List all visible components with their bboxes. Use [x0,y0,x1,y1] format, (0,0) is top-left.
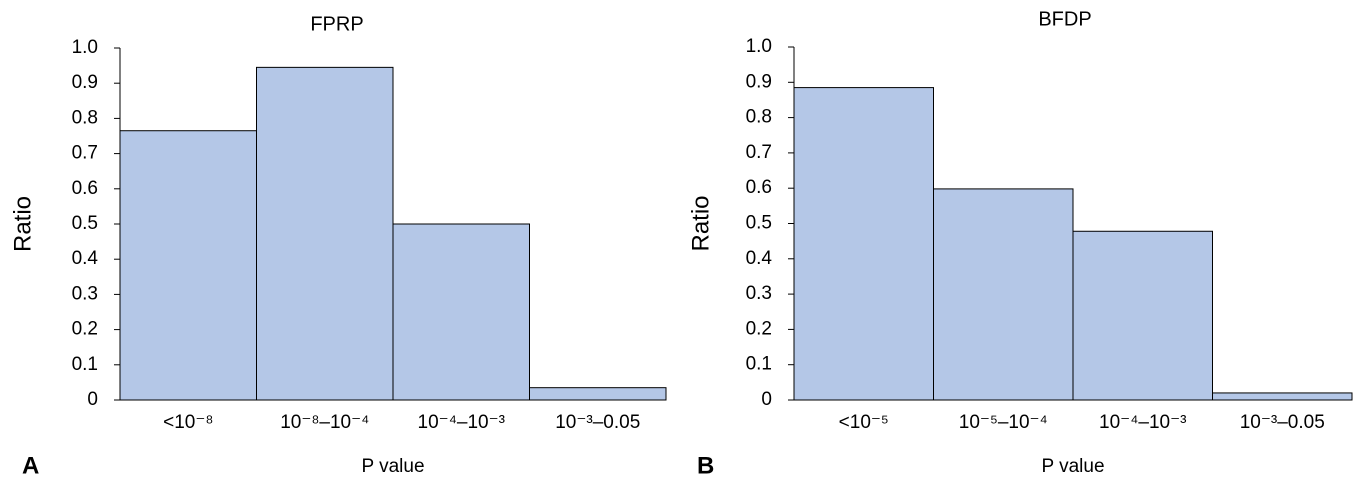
x-tick-label: <10⁻⁸ [163,412,213,433]
y-tick-label: 0 [761,389,772,410]
y-tick-label: 0.4 [746,248,773,269]
y-tick-label: 1.0 [72,37,98,58]
y-tick-label: 0.4 [72,248,99,269]
y-tick-label: 0.1 [746,354,772,375]
y-tick-label: 0.2 [72,319,98,340]
y-tick-label: 0.7 [746,142,772,163]
chart-title: FPRP [310,13,363,35]
x-axis-label: P value [361,456,424,477]
y-tick-label: 0.5 [72,213,98,234]
x-tick-label: 10⁻⁴–10⁻³ [418,412,505,433]
y-tick-label: 0.5 [746,213,772,234]
panel-label: A [22,452,39,479]
y-tick-label: 0.6 [746,177,772,198]
x-tick-label: 10⁻⁸–10⁻⁴ [280,412,369,433]
y-tick-label: 0.8 [746,107,772,128]
bar [529,387,667,401]
y-tick-label: 0.3 [72,283,98,304]
bar [119,130,257,401]
y-tick-label: 0.3 [746,283,772,304]
x-tick-label: 10⁻⁵–10⁻⁴ [959,412,1048,433]
y-axis-label: Ratio [9,196,36,252]
bar [1072,230,1213,401]
x-axis-label: P value [1041,456,1104,477]
y-tick-label: 0.7 [72,143,98,164]
y-tick-label: 0.1 [72,354,98,375]
y-tick-label: 0.2 [746,318,772,339]
bar [933,188,1074,401]
bar [793,87,934,401]
y-tick-label: 0.6 [72,178,98,199]
x-tick-label: 10⁻⁴–10⁻³ [1099,412,1186,433]
x-tick-label: 10⁻³–0.05 [1240,412,1325,433]
y-tick-label: 0 [87,389,98,410]
bar [256,66,394,401]
y-tick-label: 1.0 [746,36,772,57]
x-tick-label: 10⁻³–0.05 [555,412,640,433]
chart-title: BFDP [1038,8,1091,30]
bar [392,223,530,401]
x-tick-label: <10⁻⁵ [839,412,889,433]
y-tick-label: 0.9 [72,72,98,93]
y-axis-label: Ratio [687,195,714,251]
y-tick-label: 0.9 [746,71,772,92]
bar [1212,392,1353,401]
y-tick-label: 0.8 [72,107,98,128]
panel-label: B [697,452,714,479]
